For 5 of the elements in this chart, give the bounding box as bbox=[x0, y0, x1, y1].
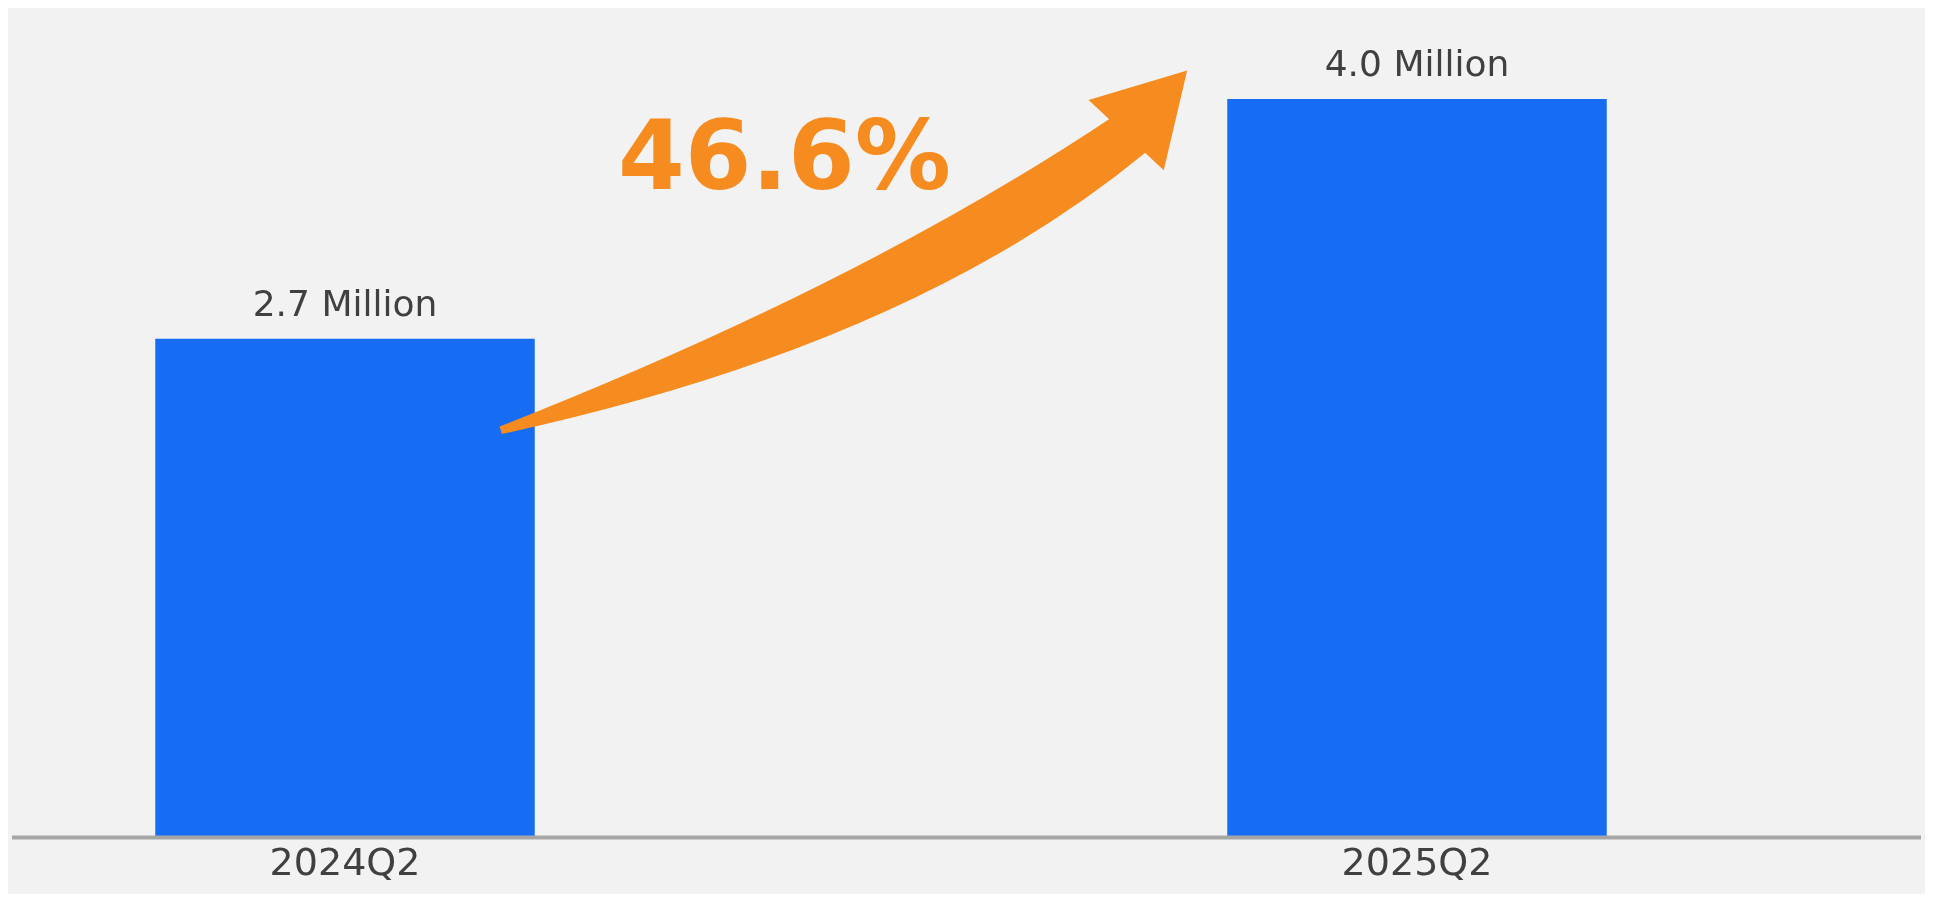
data-label: 2.7 Million bbox=[252, 283, 438, 325]
x-tick-label: 2025Q2 bbox=[1341, 840, 1493, 885]
annotation: 46.6% bbox=[618, 100, 952, 212]
data-label: 4.0 Million bbox=[1324, 43, 1510, 85]
x-tick-label: 2024Q2 bbox=[269, 840, 421, 885]
